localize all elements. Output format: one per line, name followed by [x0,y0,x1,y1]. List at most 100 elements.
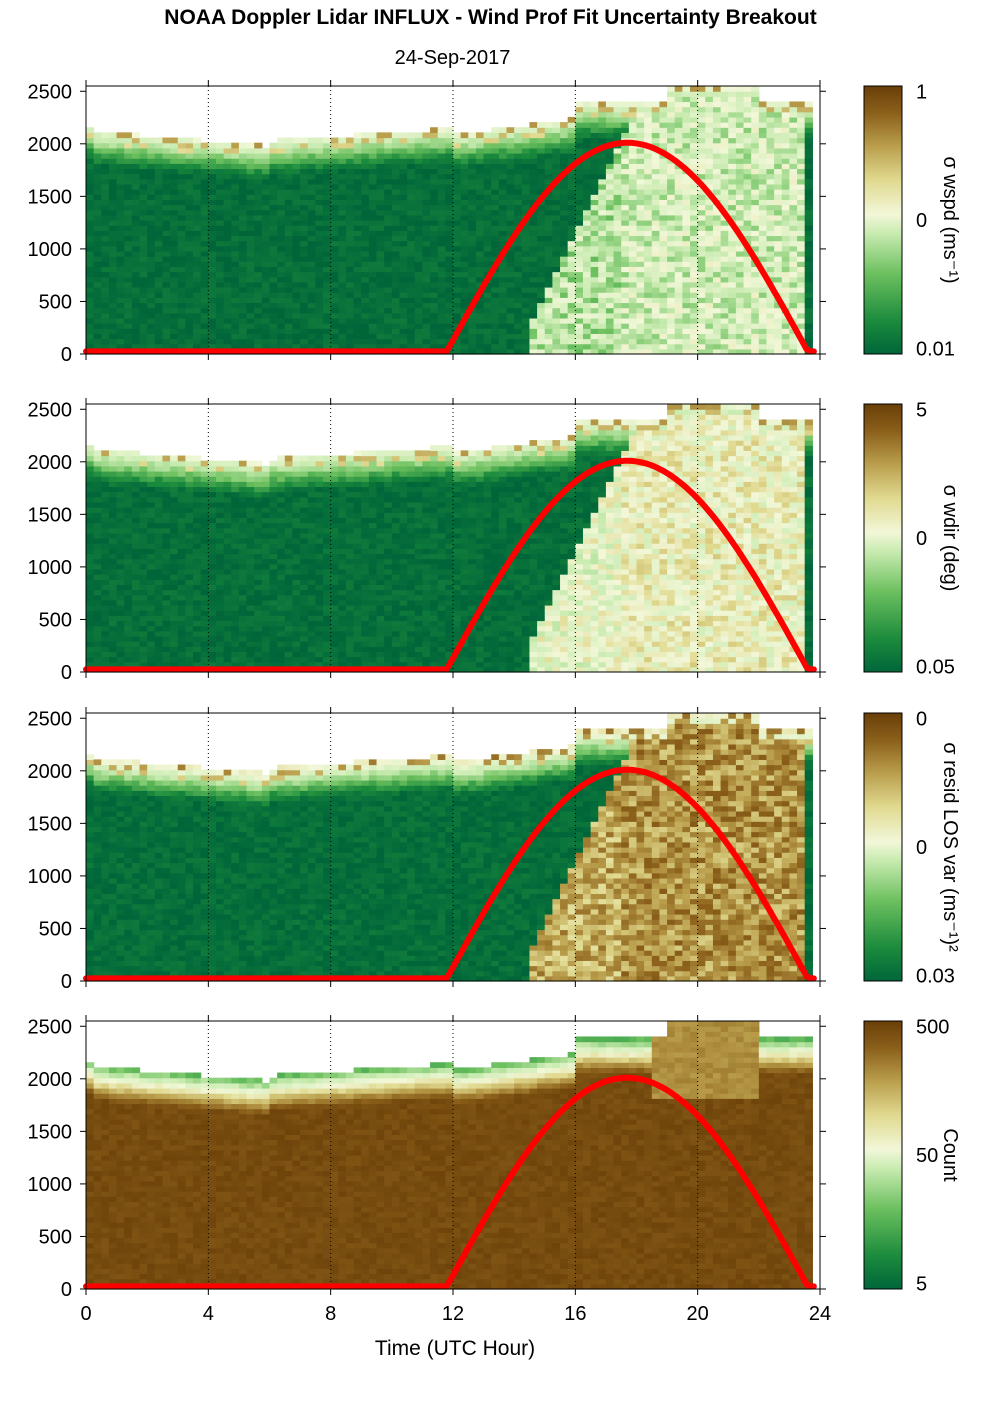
heatmap-cell [621,271,630,278]
heatmap-cell [690,204,699,211]
heatmap-cell [368,178,378,185]
heatmap-cell [491,287,500,293]
heatmap-cell [453,178,462,185]
heatmap-cell [246,204,255,211]
heatmap-cell [361,266,370,273]
heatmap-cell [391,297,401,304]
heatmap-cell [567,214,576,221]
heatmap-cell [774,245,783,252]
heatmap-cell [162,287,171,293]
heatmap-cell [491,292,500,298]
heatmap-cell [743,276,752,283]
heatmap-cell [735,91,745,97]
heatmap-cell [116,501,125,508]
heatmap-cell [391,271,401,278]
heatmap-cell [789,292,798,298]
heatmap-cell [101,173,110,180]
heatmap-cell [315,147,324,154]
heatmap-cell [537,281,546,288]
heatmap-cell [743,333,752,340]
heatmap-cell [628,317,638,324]
heatmap-cell [628,101,638,108]
heatmap-cell [108,481,118,488]
heatmap-cell [483,199,492,206]
heatmap-cell [766,225,775,231]
heatmap-cell [430,199,439,206]
heatmap-cell [162,158,171,164]
heatmap-cell [261,147,271,154]
heatmap-cell [506,266,515,273]
heatmap-cell [690,333,699,340]
heatmap-cell [345,328,355,334]
heatmap-cell [491,235,500,242]
heatmap-cell [468,209,477,216]
heatmap-cell [491,132,500,139]
heatmap-cell [621,323,630,329]
heatmap-cell [131,214,141,221]
heatmap-cell [231,189,240,195]
heatmap-cell [139,615,148,622]
heatmap-cell [674,338,683,345]
heatmap-cell [682,214,691,221]
heatmap-cell [483,261,492,267]
heatmap-cell [323,317,332,324]
heatmap-cell [537,317,546,324]
heatmap-cell [674,86,683,92]
heatmap-cell [682,137,691,144]
heatmap-cell [567,348,576,355]
heatmap-cell [231,307,240,314]
heatmap-cell [728,250,737,257]
heatmap-cell [269,256,278,262]
heatmap-cell [86,235,95,242]
heatmap-cell [414,245,424,252]
heatmap-cell [177,183,186,190]
heatmap-cell [108,250,118,257]
heatmap-cell [751,302,760,309]
heatmap-cell [804,245,813,252]
heatmap-cell [131,574,141,580]
heatmap-cell [231,297,240,304]
heatmap-cell [101,204,110,211]
heatmap-cell [430,276,439,283]
heatmap-cell [659,111,668,118]
heatmap-cell [659,168,668,175]
heatmap-cell [560,281,569,288]
heatmap-cell [116,532,125,539]
heatmap-cell [193,548,202,555]
heatmap-cell [758,214,768,221]
heatmap-cell [705,245,714,252]
heatmap-cell [147,527,156,534]
heatmap-cell [667,328,676,334]
heatmap-cell [751,168,760,175]
heatmap-cell [621,307,630,314]
heatmap-cell [491,343,500,350]
heatmap-cell [139,287,148,293]
heatmap-cell [735,199,745,206]
heatmap-cell [544,158,553,164]
heatmap-cell [147,584,156,591]
heatmap-cell [697,220,706,226]
heatmap-cell [323,214,332,221]
heatmap-cell [223,312,232,319]
heatmap-cell [743,343,752,350]
heatmap-cell [177,491,186,498]
heatmap-cell [353,225,362,231]
heatmap-cell [223,307,232,314]
heatmap-cell [605,153,615,159]
heatmap-cell [254,266,263,273]
heatmap-cell [712,132,722,139]
heatmap-cell [193,460,202,467]
heatmap-cell [590,302,599,309]
heatmap-cell [86,281,95,288]
heatmap-cell [185,225,194,231]
heatmap-cell [537,261,546,267]
heatmap-cell [468,323,477,329]
heatmap-cell [445,168,454,175]
heatmap-cell [468,333,477,340]
heatmap-cell [781,137,791,144]
heatmap-cell [86,553,95,560]
heatmap-cell [422,307,431,314]
heatmap-cell [728,189,737,195]
heatmap-cell [170,543,179,549]
heatmap-cell [307,189,316,195]
